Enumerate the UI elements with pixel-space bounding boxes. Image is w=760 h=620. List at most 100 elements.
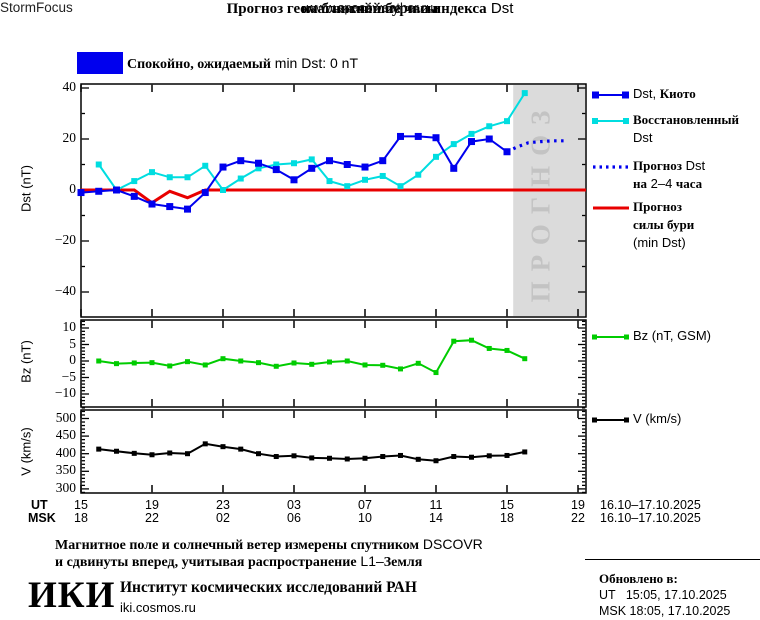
- marker-dst-restored: [362, 176, 368, 183]
- legend-label-storm-forecast: (min Dst): [633, 235, 686, 250]
- marker-bz-gsm: [114, 361, 119, 367]
- marker-dst-restored: [220, 187, 226, 193]
- marker-dst-restored: [308, 156, 315, 163]
- msk-date-range: 16.10–17.10.2025: [600, 511, 701, 525]
- forecast-region-label: ПРОГНОЗ: [526, 101, 556, 303]
- footer-note-line2: и сдвинуты вперед, учитывая распростране…: [55, 553, 423, 570]
- legend-marker-dst-kyoto: [592, 91, 629, 99]
- marker-dst-restored: [379, 172, 386, 179]
- marker-dst-restored: [415, 171, 422, 178]
- marker-bz-gsm: [451, 338, 457, 344]
- marker-solar-wind-speed: [185, 451, 190, 457]
- marker-bz-gsm: [398, 366, 403, 372]
- x-tick-label: 11: [429, 498, 443, 512]
- legend-item-dst-forecast: [592, 160, 630, 174]
- iki-logo: ИКИ: [28, 575, 116, 616]
- marker-bz-gsm: [167, 363, 173, 369]
- quiet-status-swatch: [77, 52, 123, 74]
- legend-marker-dst-forecast: [593, 165, 629, 169]
- marker-solar-wind-speed: [362, 455, 368, 461]
- marker-dst-kyoto: [166, 203, 174, 211]
- legend-label-bz: Bz (nT, GSM): [633, 328, 712, 343]
- legend-marker-v: [592, 417, 629, 423]
- institute-site-link[interactable]: iki.cosmos.ru: [120, 600, 196, 615]
- series-dst-restored: [97, 92, 526, 192]
- marker-dst-restored: [433, 153, 439, 160]
- marker-dst-restored: [149, 169, 155, 176]
- dst-ytick-label: 0: [69, 181, 76, 196]
- page-title-line2: на ближайшие часы: [301, 1, 439, 17]
- x-tick-label: 03: [287, 498, 301, 512]
- marker-solar-wind-speed: [380, 454, 386, 460]
- x-tick-label: 22: [145, 511, 159, 525]
- marker-dst-restored: [131, 178, 138, 185]
- v-ytick-label: 500: [55, 409, 76, 425]
- legend-marker-bz: [592, 334, 629, 340]
- series-bz-gsm: [98, 339, 526, 374]
- marker-dst-restored: [184, 174, 191, 181]
- marker-dst-kyoto: [379, 157, 387, 165]
- x-tick-label: 07: [358, 498, 372, 512]
- marker-bz-gsm: [96, 358, 102, 364]
- x-tick-label: 14: [429, 511, 443, 525]
- legend-label-storm-forecast: Прогноз: [633, 199, 682, 214]
- marker-dst-kyoto: [148, 200, 156, 208]
- site-url: www.spaceweather.ru: [306, 0, 434, 15]
- updated-ut: UT 15:05, 17.10.2025: [599, 588, 727, 602]
- marker-dst-kyoto: [450, 164, 458, 172]
- marker-dst-kyoto: [485, 135, 493, 143]
- page-title-line1: Прогноз геомагнитной бури и индекса Dst: [226, 0, 514, 17]
- ut-date-range: 16.10–17.10.2025: [600, 498, 701, 512]
- marker-solar-wind-speed: [149, 452, 155, 458]
- marker-dst-restored: [521, 90, 528, 97]
- marker-bz-gsm: [504, 347, 510, 353]
- x-tick-label: 06: [287, 511, 301, 525]
- dst-plot-border: [80, 83, 587, 318]
- marker-dst-kyoto: [432, 134, 440, 142]
- x-tick-label: 02: [216, 511, 230, 525]
- marker-dst-kyoto: [468, 138, 475, 146]
- institute-name: Институт космических исследований РАН: [120, 579, 417, 596]
- marker-bz-gsm: [469, 337, 474, 343]
- marker-dst-kyoto: [308, 164, 316, 172]
- marker-solar-wind-speed: [451, 454, 457, 460]
- legend-item-v: [592, 413, 630, 427]
- footer-divider: [585, 559, 760, 560]
- marker-dst-restored: [291, 160, 297, 167]
- marker-bz-gsm: [256, 360, 261, 366]
- marker-solar-wind-speed: [433, 458, 439, 464]
- legend-label-dst-restored: Dst: [633, 130, 653, 145]
- bz-ytick-label: 5: [69, 335, 76, 351]
- marker-dst-kyoto: [219, 163, 227, 171]
- marker-dst-kyoto: [290, 176, 298, 184]
- marker-dst-kyoto: [95, 187, 103, 195]
- x-tick-label: 19: [145, 498, 159, 512]
- marker-dst-kyoto: [237, 157, 245, 165]
- legend-label-dst-kyoto: Dst, Киото: [633, 86, 696, 101]
- marker-dst-restored: [273, 161, 280, 168]
- x-tick-label: 18: [500, 511, 514, 525]
- quiet-status-text: Спокойно, ожидаемый min Dst: 0 nT: [127, 55, 359, 72]
- bz-ytick-label: 0: [69, 352, 76, 367]
- marker-bz-gsm: [327, 359, 332, 365]
- legend-item-dst-kyoto: [592, 88, 630, 102]
- marker-bz-gsm: [522, 356, 528, 362]
- marker-bz-gsm: [149, 360, 155, 366]
- marker-solar-wind-speed: [415, 456, 421, 462]
- legend-label-v: V (km/s): [633, 411, 682, 426]
- marker-bz-gsm: [185, 359, 190, 365]
- v-ytick-label: 350: [55, 462, 76, 478]
- marker-dst-restored: [486, 123, 493, 130]
- marker-solar-wind-speed: [327, 455, 332, 461]
- marker-solar-wind-speed: [131, 450, 137, 456]
- marker-solar-wind-speed: [469, 454, 474, 460]
- marker-bz-gsm: [433, 370, 439, 376]
- marker-solar-wind-speed: [344, 456, 350, 462]
- marker-bz-gsm: [344, 358, 350, 364]
- v-ytick-label: 300: [55, 479, 76, 495]
- x-tick-label: 22: [571, 511, 585, 525]
- stormfocus-label: StormFocus: [0, 0, 73, 15]
- marker-dst-kyoto: [361, 163, 369, 171]
- marker-bz-gsm: [131, 360, 137, 366]
